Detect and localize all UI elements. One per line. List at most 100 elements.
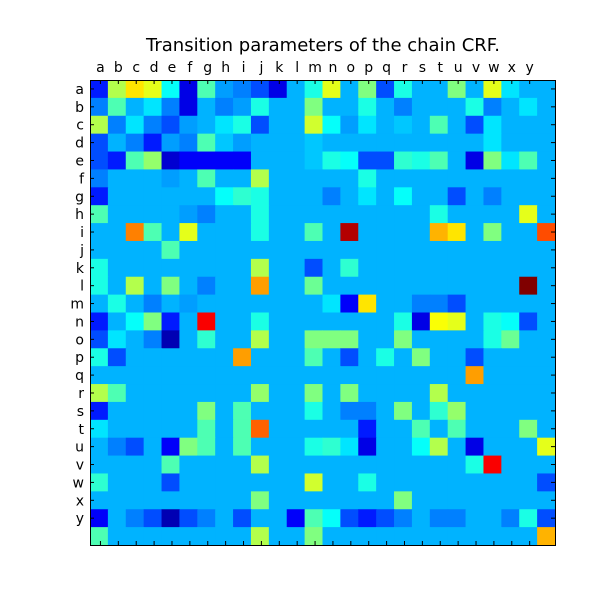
heatmap-cell (143, 455, 163, 475)
heatmap-cell (394, 348, 413, 367)
heatmap-cell (394, 509, 413, 528)
heatmap-cell (394, 151, 413, 171)
heatmap-cell (179, 151, 198, 171)
heatmap-cell (322, 491, 341, 510)
heatmap-cell (340, 133, 359, 153)
heatmap-cell (179, 384, 198, 403)
y-tick-label-r: r (78, 386, 84, 402)
heatmap-cell (286, 205, 306, 224)
heatmap-cell (286, 366, 306, 385)
heatmap-cell (483, 151, 502, 171)
heatmap-cell (215, 527, 234, 546)
heatmap-cell (250, 80, 270, 99)
heatmap-cell (143, 330, 163, 349)
heatmap-cell (501, 527, 520, 546)
heatmap-cell (107, 97, 127, 117)
heatmap-cell (537, 330, 556, 349)
heatmap-cell (483, 437, 502, 457)
heatmap-cell (304, 240, 324, 260)
heatmap-cell (376, 473, 395, 492)
heatmap-cell (376, 205, 395, 224)
heatmap-cell (411, 401, 431, 421)
heatmap-cell (161, 115, 181, 135)
heatmap-cell (107, 80, 127, 99)
heatmap-cell (537, 527, 556, 546)
heatmap-cell (519, 133, 538, 153)
heatmap-cell (250, 133, 270, 153)
heatmap-cell (250, 437, 270, 457)
heatmap-cell (519, 151, 538, 171)
heatmap-cell (537, 509, 556, 528)
heatmap-cell (465, 437, 485, 457)
heatmap-cell (233, 401, 252, 421)
heatmap-cell (268, 384, 288, 403)
plot-frame (90, 80, 556, 546)
heatmap-cell (90, 437, 109, 457)
heatmap-cell (197, 437, 216, 457)
heatmap-cell (233, 366, 252, 385)
heatmap-cell (161, 276, 181, 296)
heatmap-cell (537, 455, 556, 475)
heatmap-cell (268, 151, 288, 171)
heatmap-cell (394, 527, 413, 546)
heatmap-cell (179, 509, 198, 528)
heatmap-cell (447, 80, 467, 99)
heatmap-cell (340, 115, 359, 135)
heatmap-cell (465, 384, 485, 403)
heatmap-cell (376, 491, 395, 510)
heatmap-cell (125, 133, 145, 153)
heatmap-cell (376, 312, 395, 331)
heatmap-cell (304, 437, 324, 457)
heatmap-cell (215, 419, 234, 439)
heatmap-cell (286, 294, 306, 314)
heatmap-cell (501, 276, 520, 296)
heatmap-cell (268, 527, 288, 546)
heatmap-cell (304, 348, 324, 367)
y-tick-label-k: k (76, 261, 85, 277)
heatmap-cell (286, 330, 306, 349)
heatmap-cell (429, 205, 449, 224)
heatmap-cell (197, 115, 216, 135)
heatmap-cell (161, 169, 181, 188)
heatmap-cell (286, 151, 306, 171)
heatmap-cell (250, 258, 270, 278)
heatmap-cell (376, 294, 395, 314)
heatmap-cell (125, 312, 145, 331)
heatmap-cell (340, 276, 359, 296)
heatmap-cell (250, 276, 270, 296)
heatmap-cell (179, 419, 198, 439)
heatmap-cell (233, 276, 252, 296)
heatmap-cell (197, 366, 216, 385)
y-tick-label-h: h (75, 207, 84, 223)
y-tick-label-a: a (75, 82, 84, 98)
heatmap-cell (322, 151, 341, 171)
x-tick-label-q: q (382, 60, 391, 76)
heatmap-cell (519, 330, 538, 349)
x-tick-label-o: o (347, 60, 356, 76)
heatmap-cell (501, 491, 520, 510)
heatmap-cell (358, 258, 377, 278)
x-tick-label-i: i (242, 60, 246, 76)
heatmap-cell (411, 473, 431, 492)
heatmap-cell (125, 473, 145, 492)
heatmap-cell (465, 348, 485, 367)
heatmap-cell (340, 473, 359, 492)
heatmap-cell (304, 115, 324, 135)
heatmap-cell (161, 133, 181, 153)
heatmap-cell (250, 240, 270, 260)
heatmap-cell (179, 527, 198, 546)
heatmap-cell (197, 80, 216, 99)
heatmap-cell (304, 527, 324, 546)
heatmap-cell (125, 97, 145, 117)
y-tick-label-b: b (75, 100, 84, 116)
heatmap-cell (411, 384, 431, 403)
heatmap-cell (322, 473, 341, 492)
heatmap-cell (429, 330, 449, 349)
x-tick-label-b: b (114, 60, 123, 76)
heatmap-cell (197, 133, 216, 153)
heatmap-cell (125, 205, 145, 224)
heatmap-cell (447, 455, 467, 475)
x-tick-label-f: f (187, 60, 193, 76)
heatmap-cell (447, 509, 467, 528)
heatmap-cell (358, 240, 377, 260)
